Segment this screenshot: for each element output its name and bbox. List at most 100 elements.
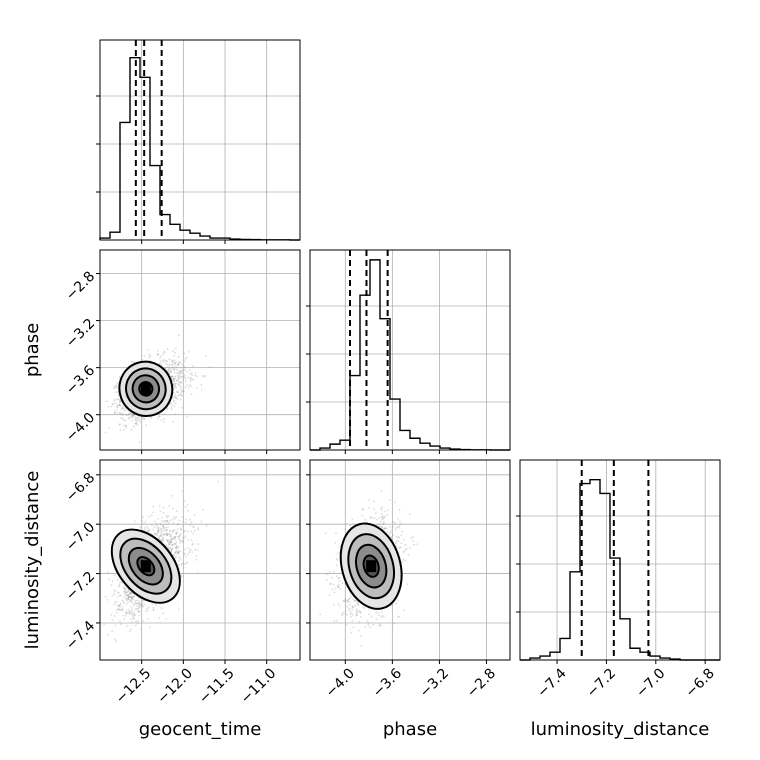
scatter-point bbox=[195, 555, 198, 558]
scatter-point bbox=[395, 535, 398, 538]
scatter-point bbox=[162, 361, 165, 363]
scatter-point bbox=[394, 542, 397, 544]
scatter-point bbox=[342, 600, 345, 603]
scatter-point bbox=[104, 595, 107, 598]
scatter-point bbox=[119, 608, 122, 611]
scatter-point bbox=[400, 534, 403, 536]
scatter-point bbox=[195, 387, 198, 389]
scatter-point bbox=[131, 597, 134, 599]
scatter-point bbox=[138, 610, 141, 613]
scatter-point bbox=[128, 596, 131, 599]
scatter-point bbox=[130, 591, 133, 594]
scatter-point bbox=[120, 413, 123, 415]
contour-2 bbox=[125, 367, 167, 411]
scatter-point bbox=[115, 408, 118, 411]
scatter-point bbox=[137, 610, 140, 612]
scatter-point bbox=[127, 611, 130, 614]
scatter-point bbox=[172, 383, 175, 385]
scatter-point bbox=[194, 529, 197, 532]
scatter-point bbox=[349, 524, 352, 527]
scatter-point bbox=[177, 378, 180, 380]
scatter-point bbox=[133, 414, 135, 417]
scatter-point bbox=[137, 416, 140, 418]
scatter-point bbox=[180, 574, 183, 577]
scatter-point bbox=[179, 362, 182, 364]
scatter-point bbox=[119, 411, 121, 414]
scatter-point bbox=[116, 579, 119, 581]
scatter-point bbox=[395, 602, 398, 605]
scatter-point bbox=[175, 516, 178, 519]
scatter-point bbox=[172, 350, 175, 353]
scatter-point bbox=[118, 401, 121, 404]
scatter-point bbox=[120, 623, 122, 625]
scatter-point bbox=[132, 361, 134, 363]
scatter-point bbox=[138, 601, 141, 604]
scatter-point bbox=[187, 509, 190, 512]
scatter-point bbox=[203, 376, 206, 378]
scatter-point bbox=[395, 545, 398, 548]
scatter-point bbox=[118, 403, 121, 406]
scatter-point bbox=[382, 517, 385, 520]
scatter-point bbox=[143, 603, 146, 605]
scatter-point bbox=[107, 426, 110, 429]
scatter-point bbox=[170, 372, 173, 374]
scatter-point bbox=[179, 385, 182, 387]
scatter-point bbox=[381, 518, 384, 521]
scatter-point bbox=[186, 384, 188, 387]
scatter-point bbox=[127, 601, 129, 603]
scatter-point bbox=[176, 367, 179, 369]
scatter-point bbox=[176, 531, 178, 534]
scatter-point bbox=[174, 384, 177, 387]
scatter-point bbox=[367, 621, 370, 624]
scatter-point bbox=[183, 390, 185, 393]
scatter-point bbox=[177, 535, 180, 538]
contour-0 bbox=[136, 556, 156, 577]
scatter-point bbox=[170, 402, 173, 405]
scatter-point bbox=[338, 583, 340, 586]
scatter-point bbox=[189, 384, 191, 386]
scatter-point bbox=[381, 526, 383, 529]
scatter-point bbox=[412, 540, 414, 542]
scatter-point bbox=[186, 530, 189, 533]
scatter-point bbox=[173, 386, 176, 389]
scatter-point bbox=[168, 358, 171, 361]
scatter-point bbox=[112, 385, 115, 388]
scatter-point bbox=[141, 416, 144, 419]
scatter-point bbox=[152, 608, 155, 611]
scatter-point bbox=[167, 522, 170, 524]
scatter-point bbox=[134, 601, 137, 604]
scatter-point bbox=[187, 539, 190, 541]
scatter-point bbox=[173, 380, 175, 382]
scatter-point bbox=[123, 587, 126, 589]
scatter-point bbox=[163, 533, 166, 536]
scatter-point bbox=[135, 422, 138, 425]
scatter-point bbox=[103, 623, 105, 626]
scatter-point bbox=[380, 490, 383, 492]
scatter-point bbox=[363, 607, 366, 609]
scatter-point bbox=[174, 382, 177, 385]
scatter-point bbox=[115, 601, 118, 603]
scatter-point bbox=[190, 521, 193, 524]
scatter-point bbox=[358, 629, 360, 632]
scatter-point bbox=[184, 386, 187, 389]
scatter-point bbox=[348, 603, 351, 606]
panel-frame bbox=[99, 39, 301, 241]
scatter-point bbox=[122, 407, 124, 409]
scatter-point bbox=[131, 414, 134, 417]
scatter-point bbox=[118, 404, 121, 407]
scatter-point bbox=[158, 415, 160, 417]
scatter-point bbox=[379, 525, 382, 528]
scatter-point bbox=[133, 604, 136, 607]
scatter-point bbox=[345, 623, 348, 626]
scatter-point bbox=[382, 527, 385, 530]
scatter-point bbox=[195, 558, 198, 561]
scatter-point bbox=[183, 374, 186, 376]
scatter-point bbox=[179, 394, 181, 397]
scatter-point bbox=[333, 619, 336, 622]
scatter-point bbox=[161, 516, 164, 519]
scatter-point bbox=[182, 566, 185, 569]
scatter-point bbox=[148, 515, 151, 518]
scatter-point bbox=[370, 615, 373, 618]
scatter-point bbox=[123, 618, 126, 621]
scatter-point bbox=[117, 608, 120, 611]
